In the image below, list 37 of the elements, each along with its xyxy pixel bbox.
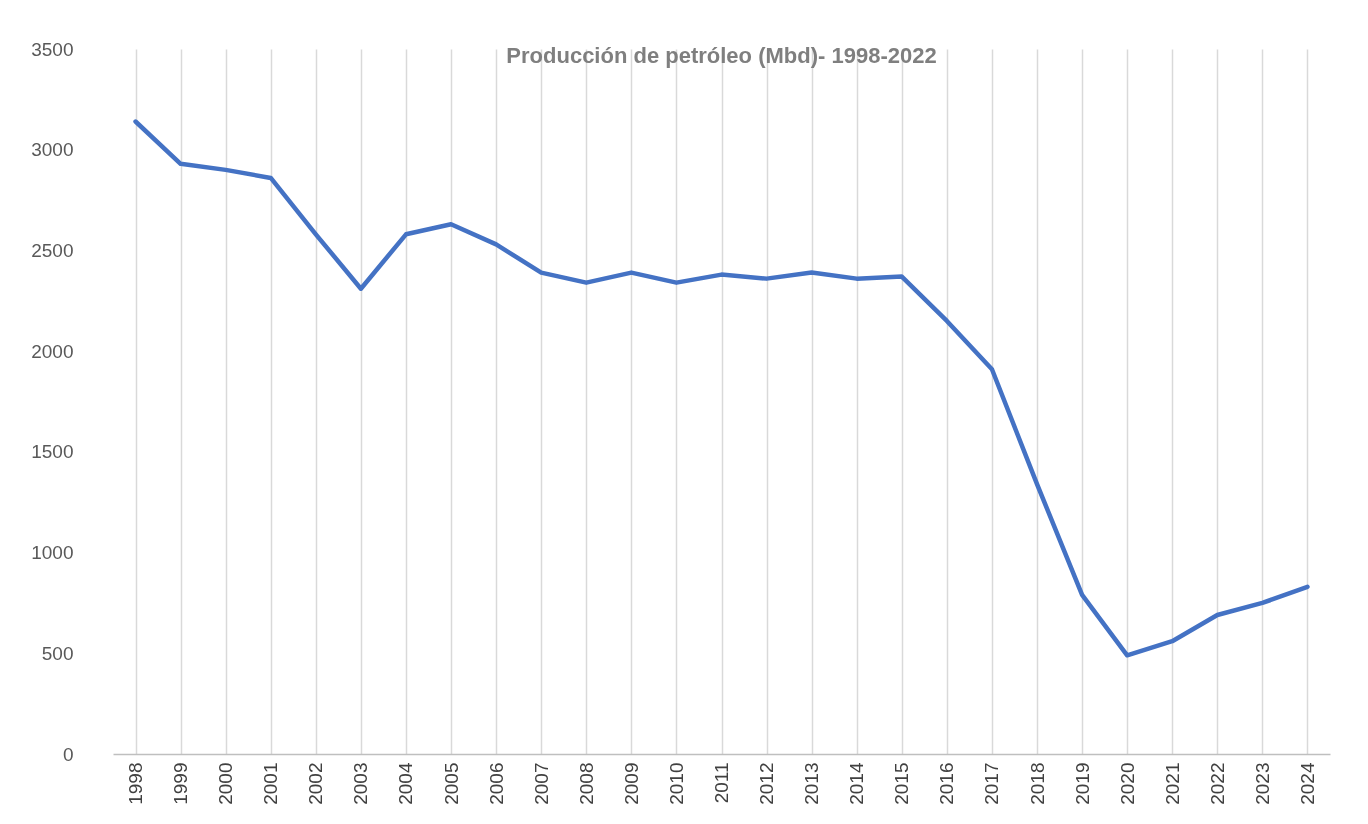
y-tick-label: 0 — [62, 743, 74, 765]
x-tick-label: 2012 — [756, 762, 778, 805]
x-tick-label: 1999 — [170, 762, 192, 805]
x-tick-label: 2009 — [620, 762, 642, 805]
x-tick-label: 2021 — [1161, 762, 1183, 805]
x-tick-label: 2018 — [1026, 762, 1048, 805]
x-tick-label: 2024 — [1296, 762, 1318, 805]
y-tick-label: 1500 — [31, 441, 74, 463]
x-tick-label: 2016 — [936, 762, 958, 805]
y-tick-label: 1000 — [31, 542, 74, 564]
x-tick-label: 2022 — [1206, 762, 1228, 805]
x-tick-label: 2002 — [305, 762, 327, 805]
y-tick-label: 3000 — [31, 139, 74, 161]
x-tick-label: 2010 — [665, 762, 687, 805]
x-tick-label: 2005 — [440, 762, 462, 805]
x-tick-label: 2008 — [575, 762, 597, 805]
x-tick-label: 1998 — [125, 762, 147, 805]
x-tick-label: 2020 — [1116, 762, 1138, 805]
x-tick-label: 2017 — [981, 762, 1003, 805]
x-tick-label: 2007 — [530, 762, 552, 805]
x-tick-label: 2013 — [801, 762, 823, 805]
chart-title: Producción de petróleo (Mbd)- 1998-2022 — [506, 43, 937, 68]
y-tick-label: 3500 — [31, 38, 74, 60]
x-tick-label: 2015 — [891, 762, 913, 805]
x-tick-label: 2011 — [711, 762, 732, 804]
x-tick-label: 2023 — [1251, 762, 1273, 805]
x-tick-label: 2014 — [846, 762, 868, 805]
x-tick-label: 2001 — [260, 762, 282, 805]
y-tick-label: 2000 — [31, 340, 74, 362]
y-tick-label: 2500 — [31, 239, 74, 261]
x-tick-label: 2004 — [395, 762, 417, 805]
x-tick-label: 2003 — [350, 762, 372, 805]
line-series — [133, 119, 1310, 658]
x-tick-label: 2000 — [215, 762, 237, 805]
x-tick-label: 2019 — [1071, 762, 1093, 805]
y-tick-label: 500 — [41, 642, 74, 664]
x-tick-label: 2006 — [485, 762, 507, 805]
